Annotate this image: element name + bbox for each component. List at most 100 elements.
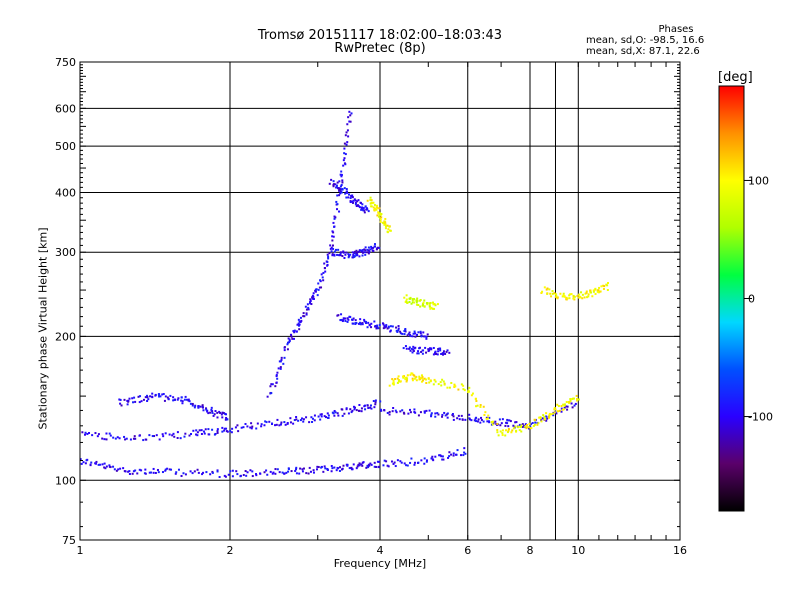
data-point	[542, 414, 545, 417]
data-point	[200, 429, 203, 432]
data-point	[191, 404, 194, 407]
data-point	[196, 434, 199, 437]
data-point	[161, 393, 164, 396]
data-point	[448, 386, 451, 389]
data-point	[336, 253, 339, 256]
data-point	[244, 470, 247, 473]
data-point	[259, 472, 262, 475]
data-point	[103, 462, 106, 465]
data-point	[312, 292, 315, 295]
data-point	[295, 466, 298, 469]
data-point	[386, 224, 389, 227]
data-point	[112, 436, 115, 439]
data-point	[389, 329, 392, 332]
data-point	[317, 466, 320, 469]
data-point	[318, 286, 321, 289]
data-point	[287, 337, 290, 340]
data-point	[556, 403, 559, 406]
data-point	[356, 465, 359, 468]
data-point	[333, 225, 336, 228]
data-point	[377, 465, 380, 468]
data-point	[491, 423, 494, 426]
data-point	[462, 454, 465, 457]
data-point	[345, 251, 348, 254]
data-point	[374, 245, 377, 248]
data-point	[292, 337, 295, 340]
data-point	[201, 406, 204, 409]
data-point	[206, 410, 209, 413]
data-point	[322, 271, 325, 274]
x-tick-label: 2	[227, 544, 234, 557]
data-point	[338, 194, 341, 197]
data-point	[224, 418, 227, 421]
data-point	[361, 203, 364, 206]
data-point	[255, 427, 258, 430]
data-point	[370, 205, 373, 208]
data-point	[341, 181, 344, 184]
data-point	[412, 301, 415, 304]
data-point	[212, 414, 215, 417]
data-point	[177, 397, 180, 400]
data-point	[320, 273, 323, 276]
colorbar-unit: [deg]	[718, 70, 753, 85]
data-point	[410, 302, 413, 305]
data-point	[364, 408, 367, 411]
data-point	[327, 255, 330, 258]
data-point	[335, 469, 338, 472]
data-point	[221, 430, 224, 433]
data-point	[224, 475, 227, 478]
data-point	[375, 327, 378, 330]
data-point	[431, 455, 434, 458]
data-point	[377, 460, 380, 463]
data-point	[452, 454, 455, 457]
data-point	[479, 404, 482, 407]
data-point	[487, 414, 490, 417]
data-point	[101, 437, 104, 440]
data-point	[383, 325, 386, 328]
data-point	[565, 405, 568, 408]
data-point	[460, 414, 463, 417]
data-point	[356, 253, 359, 256]
data-point	[361, 249, 364, 252]
data-point	[333, 466, 336, 469]
data-point	[357, 322, 360, 325]
data-point	[417, 304, 420, 307]
data-point	[251, 425, 254, 428]
data-point	[464, 452, 467, 455]
data-point	[505, 429, 508, 432]
data-point	[211, 428, 214, 431]
data-point	[364, 253, 367, 256]
data-point	[271, 472, 274, 475]
data-point	[203, 432, 206, 435]
data-point	[306, 303, 309, 306]
data-point	[368, 324, 371, 327]
data-point	[412, 350, 415, 353]
data-point	[89, 463, 92, 466]
data-point	[387, 228, 390, 231]
data-point	[260, 423, 263, 426]
data-point	[606, 282, 609, 285]
data-point	[450, 453, 453, 456]
data-point	[122, 467, 125, 470]
data-point	[151, 435, 154, 438]
data-point	[295, 472, 298, 475]
data-point	[246, 471, 249, 474]
data-point	[376, 204, 379, 207]
data-point	[388, 410, 391, 413]
data-point	[332, 231, 335, 234]
data-point	[198, 429, 201, 432]
data-point	[589, 289, 592, 292]
data-point	[377, 215, 380, 218]
data-point	[581, 297, 584, 300]
data-point	[251, 470, 254, 473]
data-point	[434, 415, 437, 418]
data-point	[370, 199, 373, 202]
data-point	[387, 326, 390, 329]
data-point	[266, 395, 269, 398]
data-point	[373, 465, 376, 468]
data-point	[488, 421, 491, 424]
data-point	[272, 471, 275, 474]
data-point	[569, 398, 572, 401]
data-point	[140, 469, 143, 472]
data-point	[298, 320, 301, 323]
